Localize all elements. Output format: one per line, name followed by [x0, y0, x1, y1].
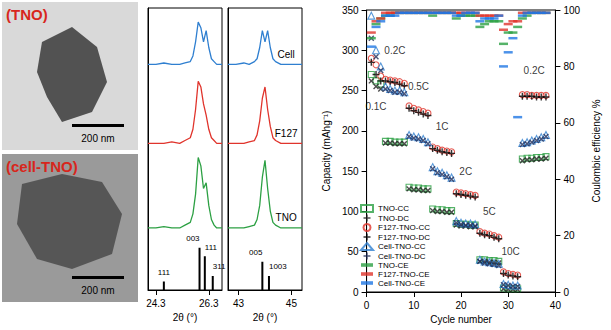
- svg-text:311: 311: [213, 262, 226, 271]
- svg-text:300: 300: [342, 45, 359, 56]
- svg-text:43: 43: [233, 298, 245, 309]
- svg-text:Cycle number: Cycle number: [430, 314, 492, 325]
- svg-text:005: 005: [249, 248, 263, 257]
- svg-text:111: 111: [205, 243, 218, 252]
- svg-text:200: 200: [342, 125, 359, 136]
- svg-text:26.3: 26.3: [199, 298, 219, 309]
- svg-text:Cell-TNO-DC: Cell-TNO-DC: [378, 252, 426, 261]
- svg-text:20: 20: [455, 300, 467, 311]
- svg-text:0.2C: 0.2C: [524, 65, 545, 76]
- svg-text:5C: 5C: [483, 206, 496, 217]
- svg-text:(TNO): (TNO): [6, 6, 48, 23]
- svg-text:24.3: 24.3: [146, 298, 166, 309]
- svg-text:2C: 2C: [459, 166, 472, 177]
- svg-text:0.1C: 0.1C: [365, 101, 386, 112]
- svg-text:TNO-DC: TNO-DC: [378, 214, 409, 223]
- svg-text:TNO: TNO: [276, 212, 297, 223]
- svg-text:0.5C: 0.5C: [408, 81, 429, 92]
- svg-text:F127-TNO-CE: F127-TNO-CE: [378, 270, 430, 279]
- svg-text:Cell: Cell: [278, 49, 295, 60]
- svg-text:200 nm: 200 nm: [81, 133, 114, 144]
- svg-text:2θ (°): 2θ (°): [253, 312, 278, 323]
- svg-text:80: 80: [563, 61, 575, 72]
- svg-text:(cell-TNO): (cell-TNO): [6, 158, 78, 175]
- svg-text:150: 150: [342, 166, 359, 177]
- svg-text:111: 111: [158, 268, 171, 277]
- svg-text:Cell-TNO-CC: Cell-TNO-CC: [378, 242, 426, 251]
- svg-text:003: 003: [186, 234, 200, 243]
- svg-text:40: 40: [563, 174, 575, 185]
- svg-text:50: 50: [347, 246, 359, 257]
- svg-text:TNO-CE: TNO-CE: [378, 261, 409, 270]
- svg-text:0: 0: [563, 287, 569, 298]
- svg-text:0.2C: 0.2C: [384, 45, 405, 56]
- svg-text:1003: 1003: [269, 262, 287, 271]
- svg-text:0: 0: [364, 300, 370, 311]
- svg-text:F127-TNO-DC: F127-TNO-DC: [378, 233, 430, 242]
- svg-text:100: 100: [563, 5, 580, 16]
- svg-text:Coulombic efficiency %: Coulombic efficiency %: [591, 99, 602, 202]
- svg-text:250: 250: [342, 85, 359, 96]
- svg-text:40: 40: [550, 300, 562, 311]
- svg-text:20: 20: [563, 230, 575, 241]
- svg-text:F127-TNO-CC: F127-TNO-CC: [378, 223, 430, 232]
- svg-text:Capacity (mAhg⁻¹): Capacity (mAhg⁻¹): [321, 111, 332, 192]
- svg-text:TNO-CC: TNO-CC: [378, 204, 409, 213]
- svg-text:F127: F127: [275, 128, 298, 139]
- svg-text:30: 30: [503, 300, 515, 311]
- svg-text:45: 45: [286, 298, 298, 309]
- svg-text:2θ (°): 2θ (°): [173, 312, 198, 323]
- svg-text:1C: 1C: [436, 121, 449, 132]
- svg-text:10: 10: [408, 300, 420, 311]
- svg-text:10C: 10C: [501, 246, 519, 257]
- svg-text:60: 60: [563, 117, 575, 128]
- svg-text:Cell-TNO-CE: Cell-TNO-CE: [378, 279, 425, 288]
- svg-text:350: 350: [342, 5, 359, 16]
- svg-text:100: 100: [342, 206, 359, 217]
- svg-text:0: 0: [353, 287, 359, 298]
- svg-text:200 nm: 200 nm: [81, 285, 114, 296]
